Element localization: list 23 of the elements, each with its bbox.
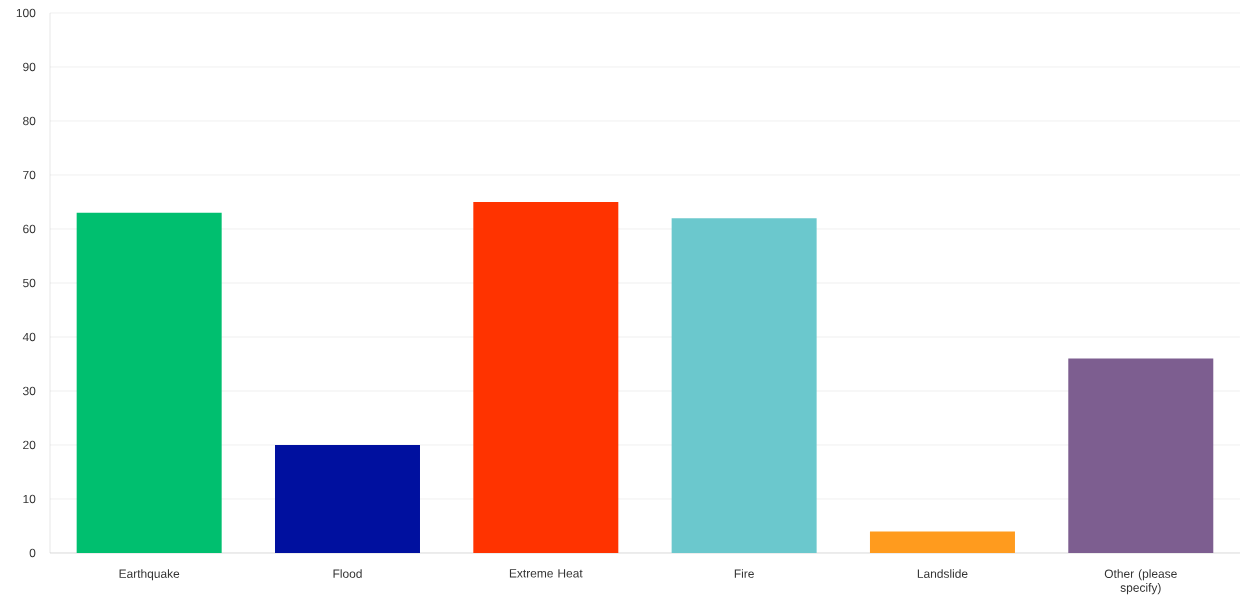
y-tick-label: 60 (23, 224, 36, 234)
x-tick-label: Extreme Heat (509, 569, 583, 578)
y-tick-label: 30 (22, 386, 36, 396)
bar (76, 212, 222, 553)
x-tick-label: Fire (734, 569, 754, 578)
x-tick-label: Flood (333, 569, 362, 578)
y-tick-label: 80 (23, 116, 36, 126)
bar (473, 201, 619, 553)
y-tick-label: 40 (22, 332, 36, 342)
bar (1068, 358, 1214, 553)
y-tick-label: 90 (23, 62, 36, 72)
bar (275, 444, 420, 553)
bar (869, 531, 1015, 553)
y-tick-label: 20 (23, 440, 36, 450)
y-tick-label: 100 (16, 8, 36, 18)
y-tick-label: 10 (23, 494, 36, 504)
x-tick-label: Other (please specify) (1104, 569, 1177, 595)
bar (671, 218, 817, 553)
x-tick-label: Landslide (917, 569, 968, 578)
y-tick-label: 50 (23, 278, 36, 288)
y-tick-label: 70 (23, 170, 36, 180)
x-tick-label: Earthquake (119, 569, 180, 581)
y-tick-label: 0 (29, 548, 36, 558)
